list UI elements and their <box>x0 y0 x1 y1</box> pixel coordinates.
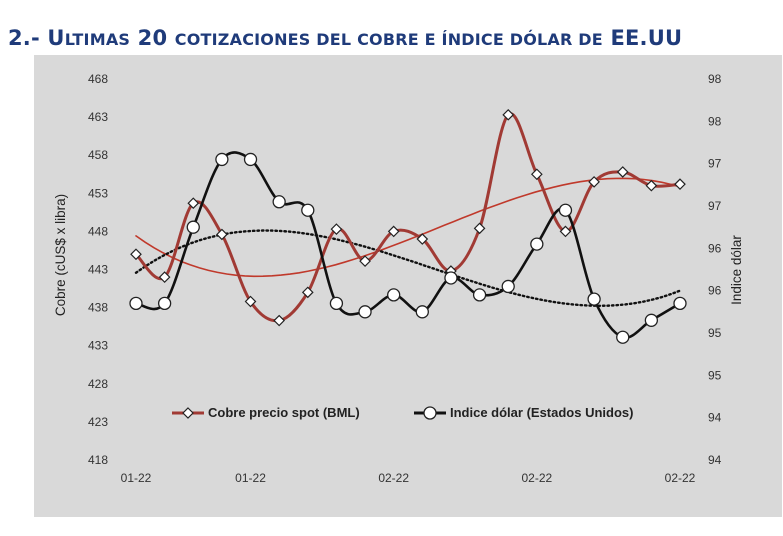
copper-point <box>273 314 286 327</box>
y-left-tick-label: 428 <box>88 377 108 391</box>
chart-background <box>34 55 782 517</box>
dollar-point <box>129 296 143 311</box>
legend-copper-marker <box>182 407 194 419</box>
y-right-tick-label: 97 <box>708 199 722 213</box>
x-tick-label: 01-22 <box>235 471 266 485</box>
y-left-tick-label: 448 <box>88 224 108 238</box>
copper-point <box>645 179 658 192</box>
dollar-point <box>558 203 573 217</box>
y-right-tick-label: 97 <box>708 157 722 171</box>
y-right-tick-label: 96 <box>708 241 722 255</box>
copper-point <box>473 222 486 235</box>
y-right-tick-label: 95 <box>708 326 722 340</box>
dollar-point <box>157 296 172 311</box>
y-right-tick-label: 94 <box>708 411 722 425</box>
copper-point <box>187 197 200 210</box>
title-initial: U <box>47 26 65 50</box>
y-right-tick-label: 96 <box>708 284 722 298</box>
left-axis-ticks: 418 423 428 433 438 443 448 453 458 463 468 <box>88 72 108 467</box>
legend-dollar-marker <box>423 406 437 420</box>
copper-point <box>301 286 314 299</box>
copper-point <box>559 225 572 238</box>
x-tick-label: 02-22 <box>665 471 696 485</box>
dollar-point <box>186 220 200 234</box>
dollar-point <box>243 152 258 167</box>
legend-copper-label: Cobre precio spot (BML) <box>208 405 360 420</box>
y-right-tick-label: 94 <box>708 453 722 467</box>
copper-point <box>502 108 515 121</box>
legend-dollar-label: Indice dólar (Estados Unidos) <box>450 405 633 420</box>
y-right-tick-label: 95 <box>708 368 722 382</box>
dollar-point <box>644 313 659 327</box>
dollar-point <box>215 152 229 167</box>
copper-point <box>616 166 629 178</box>
dollar-point <box>501 279 515 294</box>
copper-point <box>674 178 686 191</box>
copper-point <box>216 228 228 241</box>
copper-point <box>130 248 142 261</box>
copper-point <box>244 295 257 308</box>
y-left-tick-label: 433 <box>88 339 108 353</box>
y-left-tick-label: 443 <box>88 263 108 277</box>
dollar-point <box>329 296 344 311</box>
dollar-point <box>444 271 458 285</box>
dollar-point <box>587 292 601 306</box>
dollar-point <box>673 296 687 311</box>
y-left-tick-label: 468 <box>88 72 108 86</box>
title-number: 20 <box>137 26 168 50</box>
copper-point <box>416 233 429 245</box>
y-left-tick-label: 463 <box>88 110 108 124</box>
right-axis-ticks: 94 94 95 95 96 96 97 97 98 98 <box>708 72 722 467</box>
x-tick-label: 01-22 <box>121 471 152 485</box>
copper-point <box>530 168 543 181</box>
dollar-point <box>387 288 401 302</box>
y-right-tick-label: 98 <box>708 72 722 86</box>
y-right-axis-label: Indice dólar <box>729 235 744 305</box>
title-rest: LTIMAS <box>64 30 131 49</box>
trendline-0 <box>135 177 681 278</box>
dollar-point <box>272 195 286 209</box>
x-axis-ticks: 01-22 01-22 02-22 02-22 02-22 <box>121 471 696 485</box>
y-left-tick-label: 438 <box>88 301 108 315</box>
copper-point <box>387 225 400 238</box>
dollar-point <box>301 203 315 217</box>
section-title: 2.- ULTIMAS 20 COTIZACIONES DEL COBRE E … <box>8 26 682 50</box>
y-left-axis-label: Cobre (cUS$ x libra) <box>53 194 68 316</box>
y-left-tick-label: 418 <box>88 453 108 467</box>
copper-point <box>330 223 343 235</box>
y-left-tick-label: 458 <box>88 148 108 162</box>
y-left-tick-label: 453 <box>88 186 108 200</box>
series-group <box>129 108 687 344</box>
legend: Cobre precio spot (BML) Indice dólar (Es… <box>172 405 633 420</box>
x-tick-label: 02-22 <box>378 471 409 485</box>
section-number: 2.- <box>8 26 40 50</box>
title-tail: COTIZACIONES DEL COBRE E ÍNDICE DÓLAR DE <box>174 30 603 49</box>
dollar-point <box>616 330 630 344</box>
dollar-point <box>530 237 544 251</box>
copper-point <box>158 271 171 283</box>
y-right-tick-label: 98 <box>708 114 722 128</box>
title-country: EE.UU <box>610 26 683 50</box>
copper-point <box>588 176 600 188</box>
y-left-tick-label: 423 <box>88 415 108 429</box>
x-tick-label: 02-22 <box>521 471 552 485</box>
copper-point <box>359 255 371 267</box>
dollar-point <box>472 288 487 302</box>
dollar-point <box>358 305 372 319</box>
dollar-point <box>415 305 429 319</box>
